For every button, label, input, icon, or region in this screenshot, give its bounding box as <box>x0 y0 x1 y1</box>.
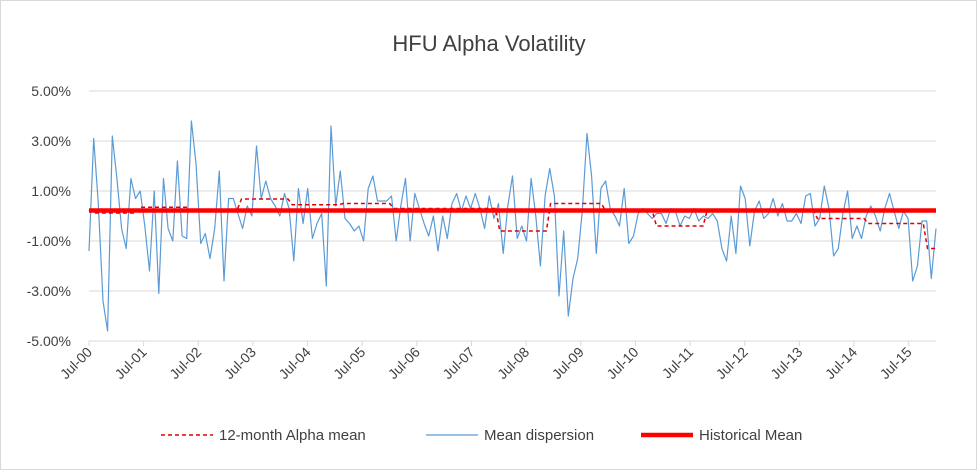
y-tick-label: -1.00% <box>27 233 71 249</box>
x-axis-ticks: Jul-00 Jul-01 Jul-02 Jul-03 Jul-04 Jul-05 Jul-… <box>57 341 915 382</box>
x-tick-label: Jul-12 <box>713 344 751 382</box>
x-tick-label: Jul-10 <box>603 344 641 382</box>
x-tick-label: Jul-15 <box>877 344 915 382</box>
x-tick-label: Jul-04 <box>275 344 313 382</box>
x-tick-label: Jul-03 <box>221 344 259 382</box>
legend: 12-month Alpha mean Mean dispersion Histor… <box>161 427 802 444</box>
y-axis-ticks: -5.00% -3.00% -1.00% 1.00% 3.00% 5.00% <box>27 83 71 349</box>
grid-lines <box>89 90 936 342</box>
x-tick-label: Jul-14 <box>822 344 860 382</box>
series-line-mean-dispersion <box>88 120 937 332</box>
x-tick-label: Jul-02 <box>166 344 204 382</box>
x-tick-label: Jul-08 <box>494 344 532 382</box>
legend-label: 12-month Alpha mean <box>219 427 366 444</box>
x-tick-label: Jul-07 <box>439 344 477 382</box>
legend-label: Mean dispersion <box>484 427 594 444</box>
x-tick-label: Jul-11 <box>659 344 697 382</box>
chart-title: HFU Alpha Volatility <box>392 31 585 56</box>
x-tick-label: Jul-06 <box>385 344 423 382</box>
y-tick-label: 3.00% <box>31 133 71 149</box>
x-tick-label: Jul-00 <box>57 344 95 382</box>
x-tick-label: Jul-05 <box>330 344 368 382</box>
legend-label: Historical Mean <box>699 427 802 444</box>
plot-series <box>88 120 937 332</box>
x-tick-label: Jul-01 <box>111 344 149 382</box>
y-tick-label: -5.00% <box>27 333 71 349</box>
y-tick-label: 1.00% <box>31 183 71 199</box>
y-tick-label: 5.00% <box>31 83 71 99</box>
x-tick-label: Jul-09 <box>549 344 587 382</box>
y-tick-label: -3.00% <box>27 283 71 299</box>
x-tick-label: Jul-13 <box>767 344 805 382</box>
